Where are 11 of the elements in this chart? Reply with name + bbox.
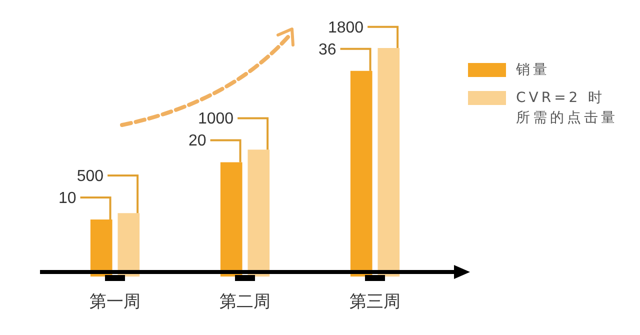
data-label: 20: [188, 132, 206, 150]
data-label: 500: [76, 168, 104, 185]
data-label: 1800: [328, 19, 364, 36]
data-label: 1000: [198, 110, 234, 128]
x-tick-label: 第一周: [90, 292, 140, 312]
x-tick-label: 第三周: [350, 292, 400, 312]
x-tick-label: 第二周: [220, 292, 270, 312]
legend-label: CVR=2 时所需的点击量: [516, 89, 619, 128]
data-label: 36: [318, 41, 336, 58]
legend-label: 销量: [516, 61, 551, 80]
data-label: 10: [58, 190, 76, 207]
